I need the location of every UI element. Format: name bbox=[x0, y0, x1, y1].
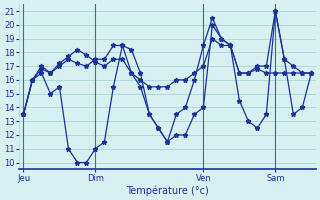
X-axis label: Température (°c): Température (°c) bbox=[126, 185, 209, 196]
